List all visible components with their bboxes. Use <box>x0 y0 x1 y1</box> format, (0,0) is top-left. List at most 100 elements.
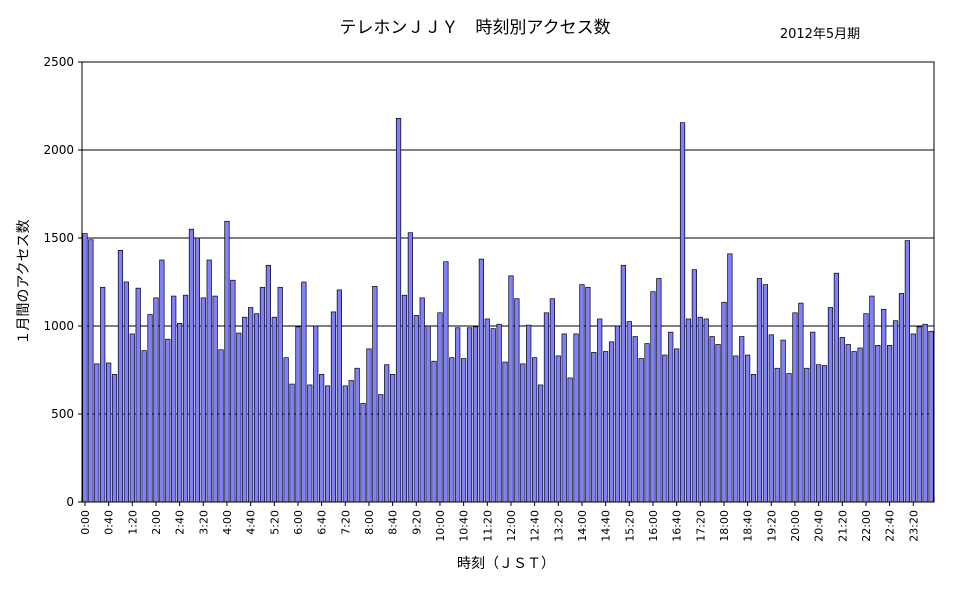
bar <box>810 331 816 503</box>
bar <box>833 272 839 503</box>
bar <box>336 289 342 503</box>
x-tick-label: 11:20 <box>481 510 494 542</box>
x-axis-ticks: 0:00 0:40 1:20 2:00 2:40 3:20 4:00 4:40 5:20 6:00… <box>79 502 920 542</box>
x-tick-label: 10:00 <box>434 510 447 542</box>
bar <box>236 332 242 503</box>
bar <box>242 316 248 503</box>
bar <box>674 348 680 503</box>
bar <box>745 354 751 503</box>
bar <box>313 325 319 503</box>
bar <box>224 220 230 503</box>
x-tick-label: 6:00 <box>292 510 305 535</box>
bar <box>230 279 236 503</box>
bar <box>425 325 431 503</box>
bar <box>798 302 804 503</box>
bar <box>384 364 390 503</box>
bar <box>626 321 632 503</box>
bar <box>739 336 745 503</box>
bar <box>916 326 922 503</box>
bar <box>851 351 857 503</box>
bar <box>839 337 845 503</box>
bar <box>685 318 692 503</box>
bar <box>200 297 206 503</box>
bar <box>733 355 739 503</box>
x-tick-label: 22:00 <box>860 510 873 542</box>
x-tick-label: 18:40 <box>742 510 755 542</box>
bar <box>147 314 153 503</box>
chart-title: テレホンＪＪＹ 時刻別アクセス数 <box>339 18 610 38</box>
x-tick-label: 19:20 <box>765 510 778 542</box>
bar <box>248 307 254 503</box>
bar <box>792 312 798 503</box>
x-tick-label: 4:00 <box>221 510 234 535</box>
bar <box>295 326 301 503</box>
bar <box>135 287 141 503</box>
bar <box>395 117 402 503</box>
bar <box>703 318 709 503</box>
x-tick-label: 20:00 <box>789 510 802 542</box>
bar <box>881 308 887 503</box>
bar <box>94 363 100 503</box>
bar <box>520 363 526 503</box>
x-tick-label: 13:20 <box>552 510 565 542</box>
bar <box>194 237 200 503</box>
bar <box>330 311 337 503</box>
x-tick-label: 7:20 <box>339 510 352 535</box>
bar <box>117 249 124 503</box>
y-tick-label: 1500 <box>43 231 74 245</box>
bar <box>887 345 893 503</box>
bar <box>869 295 875 503</box>
bar <box>857 347 863 503</box>
bar <box>910 333 916 503</box>
x-tick-label: 12:00 <box>505 510 518 542</box>
bar <box>111 374 118 503</box>
bar <box>407 232 413 503</box>
bar <box>129 333 135 503</box>
bar <box>283 357 289 503</box>
plot-area-frame <box>81 61 935 503</box>
x-axis-title: 時刻（ＪＳＴ） <box>457 556 555 572</box>
bar <box>845 344 851 503</box>
bar <box>360 403 366 503</box>
x-tick-label: 6:40 <box>316 510 329 535</box>
bar <box>271 316 277 503</box>
bar <box>816 364 822 503</box>
bar <box>679 122 686 503</box>
bar <box>437 312 443 503</box>
bar <box>514 298 520 503</box>
bar <box>756 278 763 503</box>
bar <box>319 374 325 503</box>
x-tick-label: 4:40 <box>245 510 258 535</box>
x-tick-label: 20:40 <box>813 510 826 542</box>
bar <box>307 384 313 503</box>
y-axis-ticks: 0 500 1000 1500 2000 2500 <box>43 55 82 509</box>
bar <box>715 344 721 503</box>
bar <box>691 269 697 503</box>
bar <box>490 328 496 503</box>
bar <box>496 323 502 503</box>
bar <box>762 284 768 503</box>
x-tick-label: 8:00 <box>363 510 376 535</box>
bar <box>455 327 461 503</box>
bar <box>88 239 94 503</box>
bar <box>537 384 544 503</box>
bar <box>532 357 538 503</box>
bar <box>780 339 786 503</box>
bar <box>431 360 437 503</box>
bar <box>502 361 508 503</box>
x-tick-label: 15:20 <box>623 510 636 542</box>
bar <box>928 330 934 503</box>
bar <box>508 275 514 503</box>
bar <box>656 278 662 503</box>
bar <box>153 297 159 503</box>
bar <box>827 307 834 503</box>
bar <box>301 281 307 503</box>
y-axis-title: １月間のアクセス数 <box>16 219 32 344</box>
bar <box>289 383 295 503</box>
bar <box>526 324 532 503</box>
bar <box>697 316 703 503</box>
bar <box>472 326 479 503</box>
bar <box>188 228 195 503</box>
y-tick-label: 0 <box>66 495 74 509</box>
bar <box>750 374 757 503</box>
